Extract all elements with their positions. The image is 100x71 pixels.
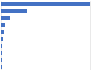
Bar [1,58,2,62]
Bar [1,16,10,20]
Bar [1,44,3,48]
Bar [1,23,5,27]
Bar [1,9,27,13]
Bar [1,65,2,69]
Bar [1,30,4,34]
Bar [1,37,3,41]
Bar [1,51,2,55]
Bar [1,2,90,6]
